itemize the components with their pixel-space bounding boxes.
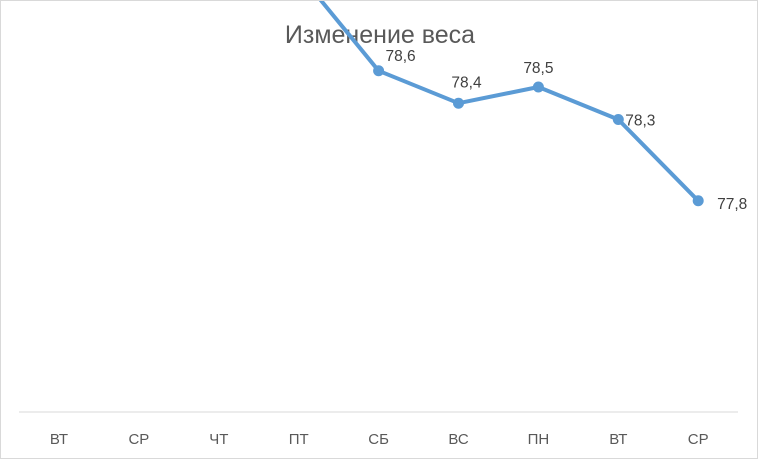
x-tick-label: ПН bbox=[528, 431, 550, 448]
x-tick-label: СР bbox=[128, 431, 149, 448]
data-point bbox=[692, 195, 704, 207]
x-tick-label: СР bbox=[688, 431, 709, 448]
axis-layer: ВТ СР ЧТ ПТ СБ ВС ПН ВТ СР bbox=[19, 411, 738, 448]
data-point bbox=[373, 65, 385, 77]
chart-title: Изменение веса bbox=[284, 21, 476, 49]
series-layer bbox=[318, 1, 704, 207]
series-line bbox=[318, 1, 701, 203]
x-tick-label: ВС bbox=[448, 431, 469, 448]
data-label: 78,4 bbox=[451, 74, 482, 91]
data-label: 78,5 bbox=[523, 60, 553, 77]
data-label: 77,8 bbox=[717, 196, 747, 213]
x-tick-label: СБ bbox=[368, 431, 389, 448]
data-label: 78,3 bbox=[625, 113, 655, 130]
x-tick-label: ЧТ bbox=[209, 431, 228, 448]
data-point bbox=[532, 81, 544, 93]
data-point bbox=[453, 97, 464, 109]
x-tick-label: ВТ bbox=[50, 431, 68, 448]
x-tick-label: ВТ bbox=[609, 431, 627, 448]
labels-layer: 79,979,879,779,278,678,478,578,377,8 bbox=[386, 48, 748, 213]
data-label: 78,6 bbox=[386, 48, 416, 65]
data-point bbox=[612, 114, 624, 125]
x-tick-label: ПТ bbox=[289, 431, 309, 448]
